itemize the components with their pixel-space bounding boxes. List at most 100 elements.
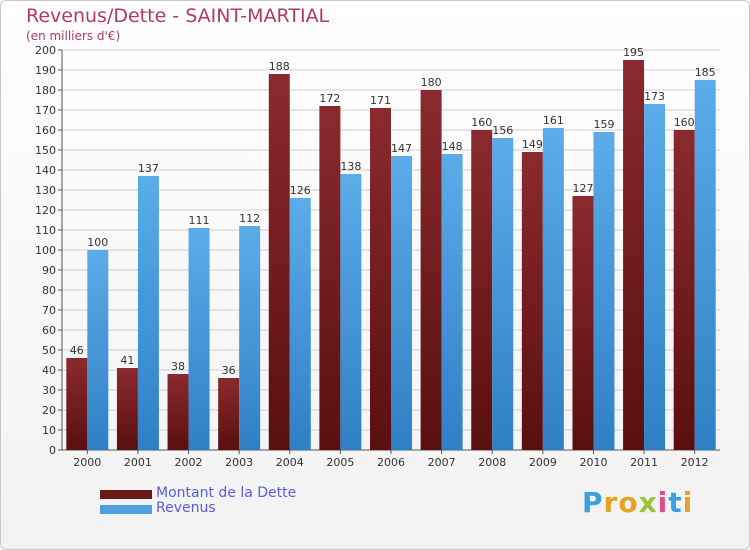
data-label-dette: 36 <box>222 364 236 377</box>
y-tick-label: 20 <box>42 404 56 417</box>
bar-revenus <box>441 154 463 450</box>
bar-dette <box>521 152 543 450</box>
logo-letter: x <box>638 486 658 519</box>
bars <box>66 60 716 450</box>
chart-title: Revenus/Dette - SAINT-MARTIAL <box>26 5 330 27</box>
y-tick-label: 100 <box>35 244 56 257</box>
x-tick-label: 2008 <box>478 456 506 469</box>
logo-letter: i <box>682 486 694 519</box>
bar-revenus <box>542 128 564 450</box>
data-label-revenus: 161 <box>543 114 564 127</box>
y-tick-label: 90 <box>42 264 56 277</box>
data-label-dette: 188 <box>269 60 290 73</box>
bar-revenus <box>87 250 109 450</box>
logo-letter: i <box>657 486 669 519</box>
y-tick-label: 30 <box>42 384 56 397</box>
bar-revenus <box>644 104 666 450</box>
bar-dette <box>167 374 189 450</box>
data-label-revenus: 112 <box>239 212 260 225</box>
data-label-dette: 171 <box>370 94 391 107</box>
data-label-dette: 46 <box>70 344 84 357</box>
bar-revenus <box>239 226 261 450</box>
legend-label-dette: Montant de la Dette <box>156 485 297 501</box>
data-label-revenus: 148 <box>442 140 463 153</box>
y-tick-label: 10 <box>42 424 56 437</box>
data-label-dette: 38 <box>171 360 185 373</box>
y-tick-label: 180 <box>35 84 56 97</box>
y-tick-label: 130 <box>35 184 56 197</box>
x-tick-label: 2007 <box>428 456 456 469</box>
data-label-dette: 127 <box>572 182 593 195</box>
data-label-revenus: 100 <box>87 236 108 249</box>
y-tick-label: 70 <box>42 304 56 317</box>
y-tick-label: 40 <box>42 364 56 377</box>
bar-revenus <box>492 138 514 450</box>
logo-letter: P <box>582 486 604 519</box>
x-tick-label: 2001 <box>124 456 152 469</box>
bar-revenus <box>340 174 362 450</box>
bar-revenus <box>593 132 615 450</box>
data-label-revenus: 159 <box>593 118 614 131</box>
x-tick-label: 2000 <box>73 456 101 469</box>
legend-swatch-dette <box>100 490 152 499</box>
bar-dette <box>116 368 138 450</box>
chart-subtitle: (en milliers d'€) <box>26 29 121 43</box>
x-axis: 2000 2001 2002 2003 2004 2005 2006 2007 2008 2009… <box>73 450 709 469</box>
bar-dette <box>66 358 88 450</box>
legend-label-revenus: Revenus <box>156 500 216 516</box>
bar-dette <box>370 108 391 450</box>
logo-letter: t <box>668 486 683 519</box>
bar-revenus <box>391 156 412 450</box>
x-tick-label: 2010 <box>579 456 607 469</box>
x-tick-label: 2009 <box>529 456 557 469</box>
bar-dette <box>623 60 645 450</box>
bar-revenus <box>137 176 159 450</box>
data-label-dette: 160 <box>674 116 695 129</box>
y-tick-label: 120 <box>35 204 56 217</box>
y-tick-label: 150 <box>35 144 56 157</box>
data-label-revenus: 147 <box>391 142 412 155</box>
x-tick-label: 2005 <box>326 456 354 469</box>
data-label-revenus: 137 <box>138 162 159 175</box>
logo-letter: r <box>603 486 619 519</box>
x-tick-label: 2011 <box>630 456 658 469</box>
data-label-dette: 41 <box>120 354 134 367</box>
x-tick-label: 2012 <box>681 456 709 469</box>
y-tick-label: 0 <box>49 444 56 457</box>
bar-dette <box>471 130 493 450</box>
bar-dette <box>218 378 240 450</box>
data-labels: 46 100 41 137 38 111 36 112 188 126 172 138 171 147 18… <box>70 46 716 377</box>
bar-dette <box>319 106 341 450</box>
x-tick-label: 2003 <box>225 456 253 469</box>
y-tick-label: 80 <box>42 284 56 297</box>
data-label-dette: 172 <box>319 92 340 105</box>
y-axis: 0 10 20 30 40 50 60 70 80 90 100 110 120 130 140 150 160… <box>35 44 720 457</box>
y-tick-label: 140 <box>35 164 56 177</box>
data-label-dette: 149 <box>522 138 543 151</box>
logo-letter: o <box>618 486 639 519</box>
bar-revenus <box>289 198 311 450</box>
x-tick-label: 2004 <box>276 456 304 469</box>
y-tick-label: 190 <box>35 64 56 77</box>
y-tick-label: 50 <box>42 344 56 357</box>
data-label-revenus: 173 <box>644 90 665 103</box>
data-label-dette: 195 <box>623 46 644 59</box>
x-tick-label: 2002 <box>175 456 203 469</box>
y-tick-label: 170 <box>35 104 56 117</box>
bar-dette <box>673 130 695 450</box>
y-tick-label: 60 <box>42 324 56 337</box>
y-tick-label: 110 <box>35 224 56 237</box>
bar-revenus <box>694 80 716 450</box>
data-label-revenus: 126 <box>290 184 311 197</box>
data-label-dette: 160 <box>471 116 492 129</box>
bar-dette <box>420 90 442 450</box>
legend-swatch-revenus <box>100 505 152 514</box>
data-label-revenus: 138 <box>340 160 361 173</box>
bar-revenus <box>188 228 210 450</box>
x-tick-label: 2006 <box>377 456 405 469</box>
data-label-revenus: 111 <box>189 214 210 227</box>
data-label-revenus: 156 <box>492 124 513 137</box>
data-label-dette: 180 <box>421 76 442 89</box>
proxiti-logo: Proxiti <box>582 486 693 519</box>
